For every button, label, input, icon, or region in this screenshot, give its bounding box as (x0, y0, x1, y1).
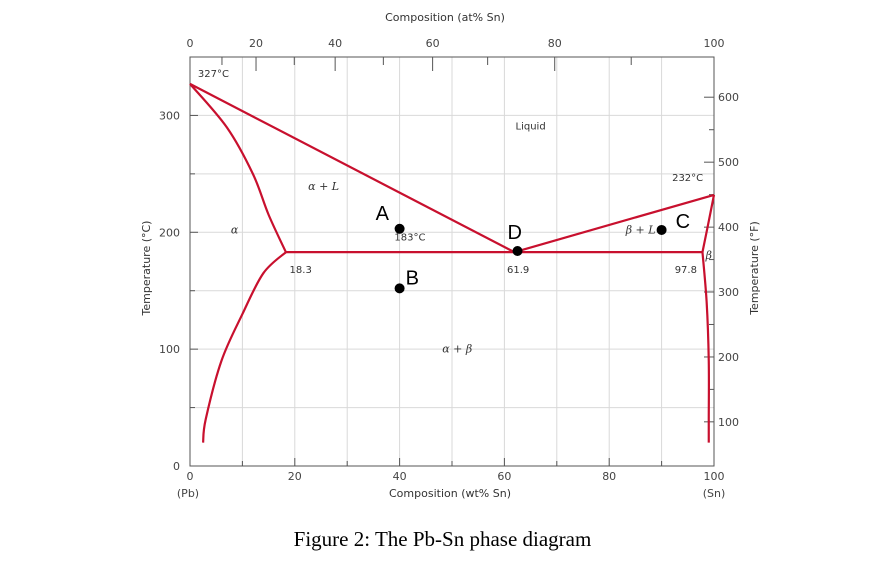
phase-label: α (231, 223, 239, 236)
x-tick-label: 100 (704, 470, 725, 483)
phase-label: β + L (625, 223, 656, 236)
right-tick-label: 600 (718, 91, 739, 104)
x-tick-label: 60 (497, 470, 511, 483)
right-tick-label: 200 (718, 351, 739, 364)
right-tick-label: 400 (718, 221, 739, 234)
state-points: A B C D (376, 203, 690, 294)
top-tick-label: 60 (426, 37, 440, 50)
top-tick-label: 40 (328, 37, 342, 50)
curve-liquidus-right (514, 193, 715, 254)
right-tick-label: 500 (718, 156, 739, 169)
annotation: 61.9 (507, 265, 529, 276)
curve-solidus-beta (701, 194, 716, 253)
curve-solvus-alpha (202, 251, 287, 443)
state-point (512, 245, 523, 256)
state-point-label: B (406, 267, 419, 289)
figure-caption: Figure 2: The Pb-Sn phase diagram (293, 527, 592, 551)
curve-solvus-beta (701, 252, 711, 443)
x-tick-label: 20 (288, 470, 302, 483)
y-axis-title-right: Temperature (°F) (748, 221, 761, 316)
phase-boundaries (189, 82, 716, 443)
annotation: 18.3 (290, 265, 312, 276)
top-axis-title: Composition (at% Sn) (385, 11, 505, 24)
state-point (394, 283, 405, 294)
right-tick-label: 300 (718, 286, 739, 299)
state-point (656, 224, 667, 235)
x-tick-label: 0 (187, 470, 194, 483)
state-point (394, 223, 405, 234)
curve-liquidus-left (189, 82, 515, 254)
top-tick-label: 0 (187, 37, 194, 50)
phase-label: β (705, 249, 712, 262)
axis-ticks: 0 20 40 60 80 100 0 100 200 300 0 20 40 60 80 100 100 200… (159, 37, 739, 483)
state-point-label: A (376, 203, 390, 225)
annotation: 183°C (394, 232, 425, 243)
y-axis-title: Temperature (°C) (140, 221, 153, 317)
y-tick-label: 100 (159, 343, 180, 356)
phase-label: α + L (308, 180, 339, 193)
x-end-label-sn: (Sn) (703, 487, 726, 500)
curve-solidus-alpha (189, 83, 287, 253)
state-point-label: C (676, 211, 690, 233)
annotation: 97.8 (675, 265, 697, 276)
top-tick-label: 100 (704, 37, 725, 50)
annotation: 327°C (198, 69, 229, 80)
y-tick-label: 300 (159, 109, 180, 122)
y-tick-label: 0 (173, 460, 180, 473)
y-tick-label: 200 (159, 226, 180, 239)
chart-labels: 327°C 232°C 183°C 18.3 61.9 97.8 Liquid α + L α β… (198, 69, 712, 356)
right-tick-label: 100 (718, 416, 739, 429)
x-axis-title: Composition (wt% Sn) (389, 487, 511, 500)
state-point-label: D (508, 222, 522, 244)
top-tick-label: 20 (249, 37, 263, 50)
top-tick-label: 80 (548, 37, 562, 50)
x-tick-label: 40 (393, 470, 407, 483)
annotation: 232°C (672, 173, 703, 184)
phase-label: Liquid (516, 121, 546, 132)
x-end-label-pb: (Pb) (177, 487, 199, 500)
grid (190, 57, 714, 466)
x-tick-label: 80 (602, 470, 616, 483)
phase-label: α + β (442, 343, 472, 356)
